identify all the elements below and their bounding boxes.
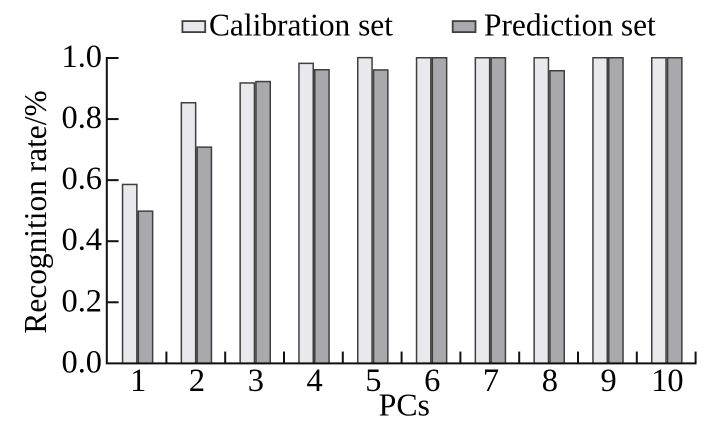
- svg-text:0.2: 0.2: [62, 283, 103, 319]
- svg-text:10: 10: [651, 363, 683, 399]
- svg-text:1.0: 1.0: [62, 39, 103, 75]
- svg-text:0.6: 0.6: [62, 161, 103, 197]
- svg-text:Prediction set: Prediction set: [484, 7, 656, 42]
- svg-text:8: 8: [542, 363, 558, 399]
- svg-text:0.0: 0.0: [62, 344, 103, 380]
- svg-text:3: 3: [248, 363, 264, 399]
- svg-text:7: 7: [483, 363, 499, 399]
- svg-text:PCs: PCs: [379, 387, 430, 422]
- svg-text:Recognition rate/%: Recognition rate/%: [18, 90, 53, 333]
- svg-text:1: 1: [130, 363, 146, 399]
- svg-text:4: 4: [306, 363, 322, 399]
- svg-text:2: 2: [189, 363, 205, 399]
- svg-text:6: 6: [424, 363, 440, 399]
- svg-text:0.8: 0.8: [62, 100, 103, 136]
- svg-text:9: 9: [600, 363, 616, 399]
- svg-text:0.4: 0.4: [62, 222, 103, 258]
- svg-text:Calibration set: Calibration set: [209, 7, 393, 42]
- svg-text:5: 5: [365, 363, 381, 399]
